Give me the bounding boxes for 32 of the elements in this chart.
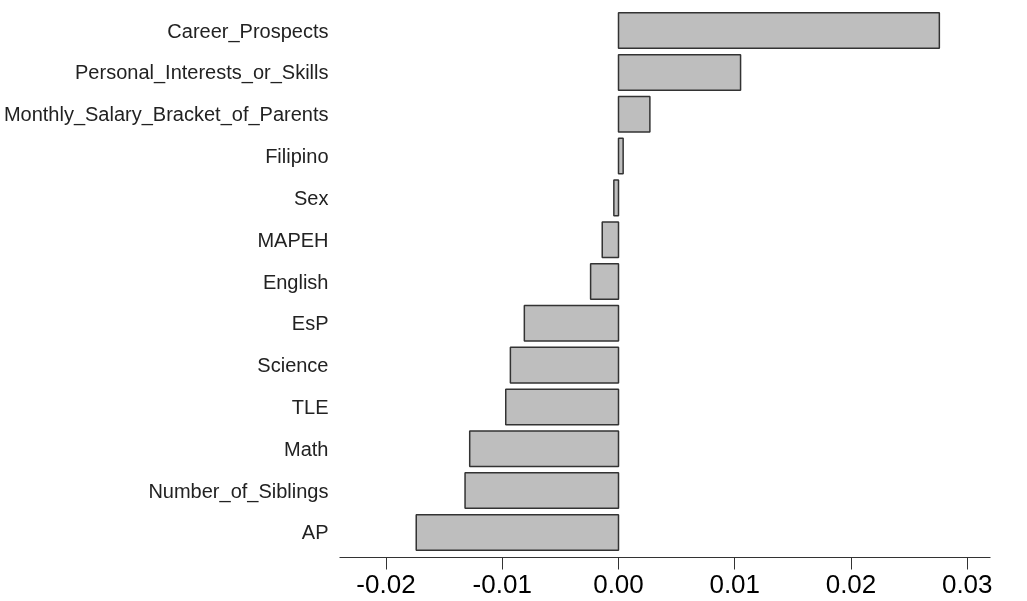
x-tick-label: 0.02 (825, 568, 877, 599)
bar (464, 472, 620, 510)
bar (617, 12, 941, 50)
bar (601, 221, 620, 259)
y-tick-label: Personal_Interests_or_Skills (75, 61, 329, 85)
y-tick-label: AP (301, 521, 329, 544)
y-tick-label: EsP (291, 312, 329, 335)
bar (523, 304, 620, 342)
y-tick-label: Filipino (265, 145, 329, 168)
y-tick-label: Monthly_Salary_Bracket_of_Parents (3, 103, 329, 127)
y-tick-label: English (262, 270, 329, 293)
x-tick-label: -0.01 (472, 568, 532, 599)
y-tick-label: TLE (291, 395, 329, 418)
x-tick-label: 0.00 (593, 568, 644, 599)
bar (617, 95, 651, 133)
bar (468, 430, 620, 468)
x-tick-label: -0.02 (356, 568, 416, 599)
bar (504, 388, 620, 426)
x-tick-label: 0.01 (709, 568, 761, 599)
x-tick-label: 0.03 (941, 568, 993, 599)
y-tick-label: MAPEH (257, 228, 329, 251)
bar (509, 346, 620, 384)
bar (415, 513, 620, 551)
y-tick-label: Career_Prospects (167, 19, 329, 43)
bar (589, 262, 620, 301)
y-tick-label: Sex (294, 186, 329, 209)
bar (613, 179, 620, 217)
y-tick-label: Math (284, 437, 329, 460)
bar (617, 53, 742, 91)
y-tick-label: Number_of_Siblings (148, 479, 329, 503)
bar (617, 137, 624, 175)
y-tick-label: Science (257, 354, 329, 377)
